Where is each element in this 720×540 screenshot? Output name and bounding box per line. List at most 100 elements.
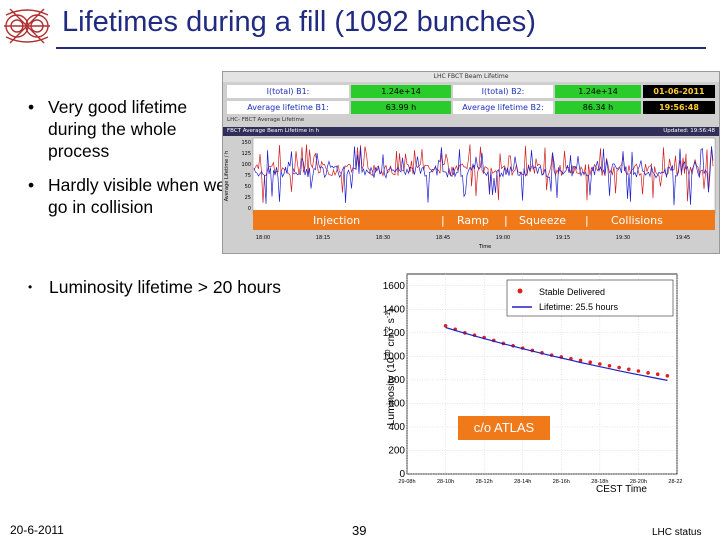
legend-box [506,279,674,317]
phase-bar [253,210,715,230]
itotal-b2-label: I(total) B2: [453,85,553,98]
plot-yticks: 150 125 100 75 50 25 0 [241,140,251,212]
lifetime-trace-b1 [253,146,714,206]
luminosity-chart: 0 200 400 600 800 1000 1200 1400 1600 29-08h 28-1… [383,273,682,494]
bullet-text: Luminosity lifetime > 20 hours [49,277,281,297]
plot-ytick-label: 100 [241,162,251,168]
bullet-text: Very good lifetime during the whole proc… [48,97,188,161]
plot-xtick-label: 18:45 [436,235,450,241]
itotal-b1-value: 1.24e+14 [351,85,451,98]
lumi-legend: Stable Delivered Lifetime: 25.5 hours [506,279,674,317]
lumi-xlabel: CEST Time [596,484,647,494]
lumi-xticks: 29-08h 28-10h 28-12h 28-14h 28-16h 28-18h 28-2… [398,479,682,485]
title-underline [56,47,706,49]
bullet-dot: • [28,280,33,294]
plot-ytick-label: 25 [245,195,251,201]
lumi-xtick-label: 28-20h [630,479,647,485]
lumi-ytick-label: 800 [388,375,405,386]
lumi-ytick-label: 1200 [383,328,406,339]
lumi-ytick-label: 1600 [383,281,406,292]
plot-ytick-label: 125 [241,151,251,157]
lumi-data-point [588,360,593,365]
avg-lifetime-b1-label: Average lifetime B1: [227,101,349,114]
lumi-ytick-label: 200 [388,445,405,456]
plot-xtick-label: 19:00 [496,235,510,241]
lumi-data-point [665,373,670,378]
bullet-collision: • Hardly visible when we go in collision [28,174,226,220]
lumi-data-point [578,358,583,363]
plot-ytick-label: 50 [245,184,251,190]
lumi-ytick-label: 1000 [383,351,406,362]
phase-separator: | [504,214,508,227]
lhc-logo [4,8,50,44]
itotal-b2-value: 1.24e+14 [555,85,641,98]
footer-date: 20-6-2011 [10,523,64,537]
lumi-data-point [598,362,602,366]
avg-lifetime-b2-value: 86.34 h [555,101,641,114]
phase-squeeze: Squeeze [519,214,566,227]
bullet-lifetime: • Very good lifetime during the whole pr… [28,96,218,166]
footer-label: LHC status [652,527,702,538]
legend-label-points: Stable Delivered [539,287,605,297]
legend-marker-points [517,288,523,294]
lumi-ytick-label: 1400 [383,304,406,315]
lumi-ytick-label: 600 [388,398,405,409]
lumi-xtick-label: 29-08h [398,479,415,485]
bullet-dot: • [28,175,35,195]
bullet-dot: • [28,97,35,117]
plot-title: FBCT Average Beam Lifetime in h [227,128,320,134]
lifetime-trace-b2 [253,144,714,203]
monitor-time: 19:56:48 [643,101,715,114]
monitor-date: 01-06-2011 [643,85,715,98]
monitor-subheader: LHC- FBCT Average Lifetime [227,117,305,123]
lumi-data-point [626,367,631,372]
plot-xtick-label: 19:30 [616,235,630,241]
lumi-data-point [636,369,641,373]
lumi-ylabel: Luminosity (1030 cm-2 s-1) [385,308,397,425]
plot-ylabel: Average Lifetime / h [224,151,230,201]
lifetime-plot: Average Lifetime / h 150 125 100 75 50 25 0 In… [223,136,719,253]
itotal-b1-label: I(total) B1: [227,85,349,98]
page-title: Lifetimes during a fill (1092 bunches) [62,6,536,38]
plot-xtick-label: 19:45 [676,235,690,241]
lumi-xtick-label: 28-10h [437,479,454,485]
plot-xtick-label: 18:00 [256,235,270,241]
lumi-data-point [646,371,650,375]
beam-lifetime-monitor: LHC FBCT Beam Lifetime I(total) B1: 1.24… [222,71,720,254]
lumi-data-point [617,365,621,370]
lumi-xtick-label: 28-14h [514,479,531,485]
avg-lifetime-b1-value: 63.99 h [351,101,451,114]
monitor-titlebar: LHC FBCT Beam Lifetime [223,72,719,82]
lumi-data-point [443,323,448,328]
lumi-xtick-label: 28-22h [668,479,682,485]
lumi-xtick-label: 28-16h [553,479,570,485]
plot-ytick-label: 150 [241,140,251,146]
lumi-ytick-label: 400 [388,422,405,433]
phase-injection: Injection [313,214,360,227]
plot-xtick-label: 18:15 [316,235,330,241]
lumi-xtick-label: 28-12h [476,479,493,485]
updated-time: Updated: 19:56:48 [663,128,715,134]
phase-separator: | [585,214,589,227]
bullet-text: Hardly visible when we go in collision [48,175,226,217]
avg-lifetime-b2-label: Average lifetime B2: [453,101,553,114]
plot-ytick-label: 75 [245,173,251,179]
plot-ytick-label: 0 [248,206,251,212]
lumi-xtick-label: 28-18h [591,479,608,485]
lumi-data-point [607,363,612,368]
page-number: 39 [352,523,367,538]
lumi-fit-line [445,326,668,381]
atlas-credit-label: c/o ATLAS [458,416,550,440]
lumi-yticks: 0 200 400 600 800 1000 1200 1400 1600 [383,281,406,480]
plot-xlabel: Time [478,244,491,250]
phase-collisions: Collisions [611,214,663,227]
lumi-data-point [655,372,660,377]
plot-header: FBCT Average Beam Lifetime in h Updated:… [223,127,719,136]
plot-xticks: 18:00 18:15 18:30 18:45 19:00 19:15 19:30 19:45 [256,235,690,241]
plot-xtick-label: 19:15 [556,235,570,241]
phase-ramp: Ramp [457,214,489,227]
bullet-luminosity: • Luminosity lifetime > 20 hours [28,276,348,300]
phase-separator: | [441,214,445,227]
plot-xtick-label: 18:30 [376,235,390,241]
legend-label-fit: Lifetime: 25.5 hours [539,302,619,312]
